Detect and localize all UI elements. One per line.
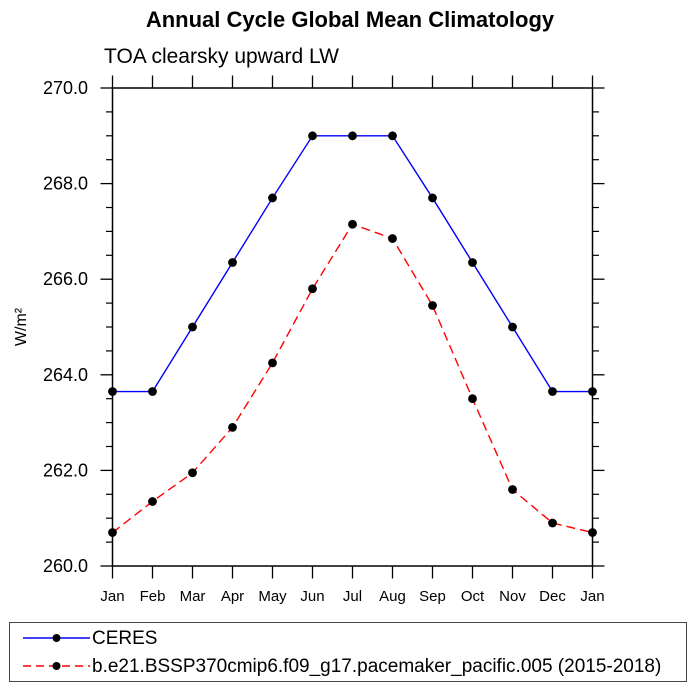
data-point-marker — [388, 234, 397, 243]
y-tick-label: 270.0 — [43, 78, 88, 98]
y-tick-label: 266.0 — [43, 269, 88, 289]
series-line-0 — [112, 135, 593, 393]
data-point-marker — [148, 387, 157, 396]
data-point-marker — [108, 387, 117, 396]
legend-marker — [52, 634, 61, 642]
chart-title: Annual Cycle Global Mean Climatology — [145, 7, 555, 32]
data-point-marker — [268, 358, 277, 368]
y-axis-label: W/m² — [13, 307, 30, 346]
data-point-marker — [388, 131, 397, 141]
legend-line-sample — [23, 662, 90, 670]
x-tick-label: Jun — [300, 588, 324, 605]
data-point-marker — [548, 387, 557, 396]
data-point-marker — [348, 131, 357, 141]
x-tick-label: Apr — [221, 588, 244, 605]
x-tick-label: Oct — [461, 588, 485, 605]
data-point-marker — [508, 485, 517, 494]
data-point-marker — [588, 528, 597, 537]
legend-item: b.e21.BSSP370cmip6.f09_g17.pacemaker_pac… — [23, 653, 686, 679]
legend-item-label: b.e21.BSSP370cmip6.f09_g17.pacemaker_pac… — [92, 655, 662, 677]
x-tick-label: Jan — [580, 588, 604, 605]
x-tick-label: Dec — [539, 588, 566, 605]
plot-frame — [111, 87, 594, 567]
data-point-marker — [428, 193, 437, 203]
x-tick-label: Jan — [100, 588, 124, 605]
data-point-marker — [308, 131, 317, 141]
data-point-marker — [268, 193, 277, 203]
data-point-marker — [108, 528, 117, 537]
x-tick-label: Feb — [140, 588, 166, 605]
data-point-marker — [588, 387, 597, 396]
y-tick-label: 260.0 — [43, 556, 88, 576]
data-point-marker — [188, 322, 197, 332]
data-point-marker — [468, 258, 477, 267]
data-point-marker — [308, 284, 317, 294]
data-point-marker — [188, 468, 197, 478]
series-line-1 — [112, 223, 593, 534]
legend-item: CERES — [23, 625, 686, 651]
plot-area: Jan Feb Mar Apr May Jun Jul Aug Sep Oct Nov Dec Jan 2… — [13, 75, 605, 605]
legend-line-sample — [23, 634, 90, 642]
data-point-marker — [548, 518, 557, 528]
legend-item-label: CERES — [92, 627, 158, 649]
x-tick-label: Nov — [499, 588, 526, 605]
x-tick-label: May — [258, 588, 287, 605]
data-point-marker — [228, 422, 237, 432]
y-tick-label: 262.0 — [43, 460, 88, 480]
legend: CERES b.e21.BSSP370cmip6.f09_g17.pacemake… — [9, 622, 687, 682]
data-point-marker — [508, 322, 517, 332]
data-point-marker — [348, 219, 357, 229]
data-point-marker — [428, 301, 437, 310]
x-tick-label: Aug — [379, 588, 406, 605]
data-point-marker — [468, 394, 477, 404]
chart-subtitle: TOA clearsky upward LW — [104, 45, 339, 68]
y-tick-label: 264.0 — [43, 365, 88, 385]
x-tick-label: Mar — [180, 588, 206, 605]
x-tick-label: Sep — [419, 588, 446, 605]
x-tick-label: Jul — [343, 588, 362, 605]
data-point-marker — [228, 258, 237, 267]
data-point-marker — [148, 497, 157, 506]
legend-marker — [52, 662, 61, 670]
y-tick-label: 268.0 — [43, 174, 88, 194]
